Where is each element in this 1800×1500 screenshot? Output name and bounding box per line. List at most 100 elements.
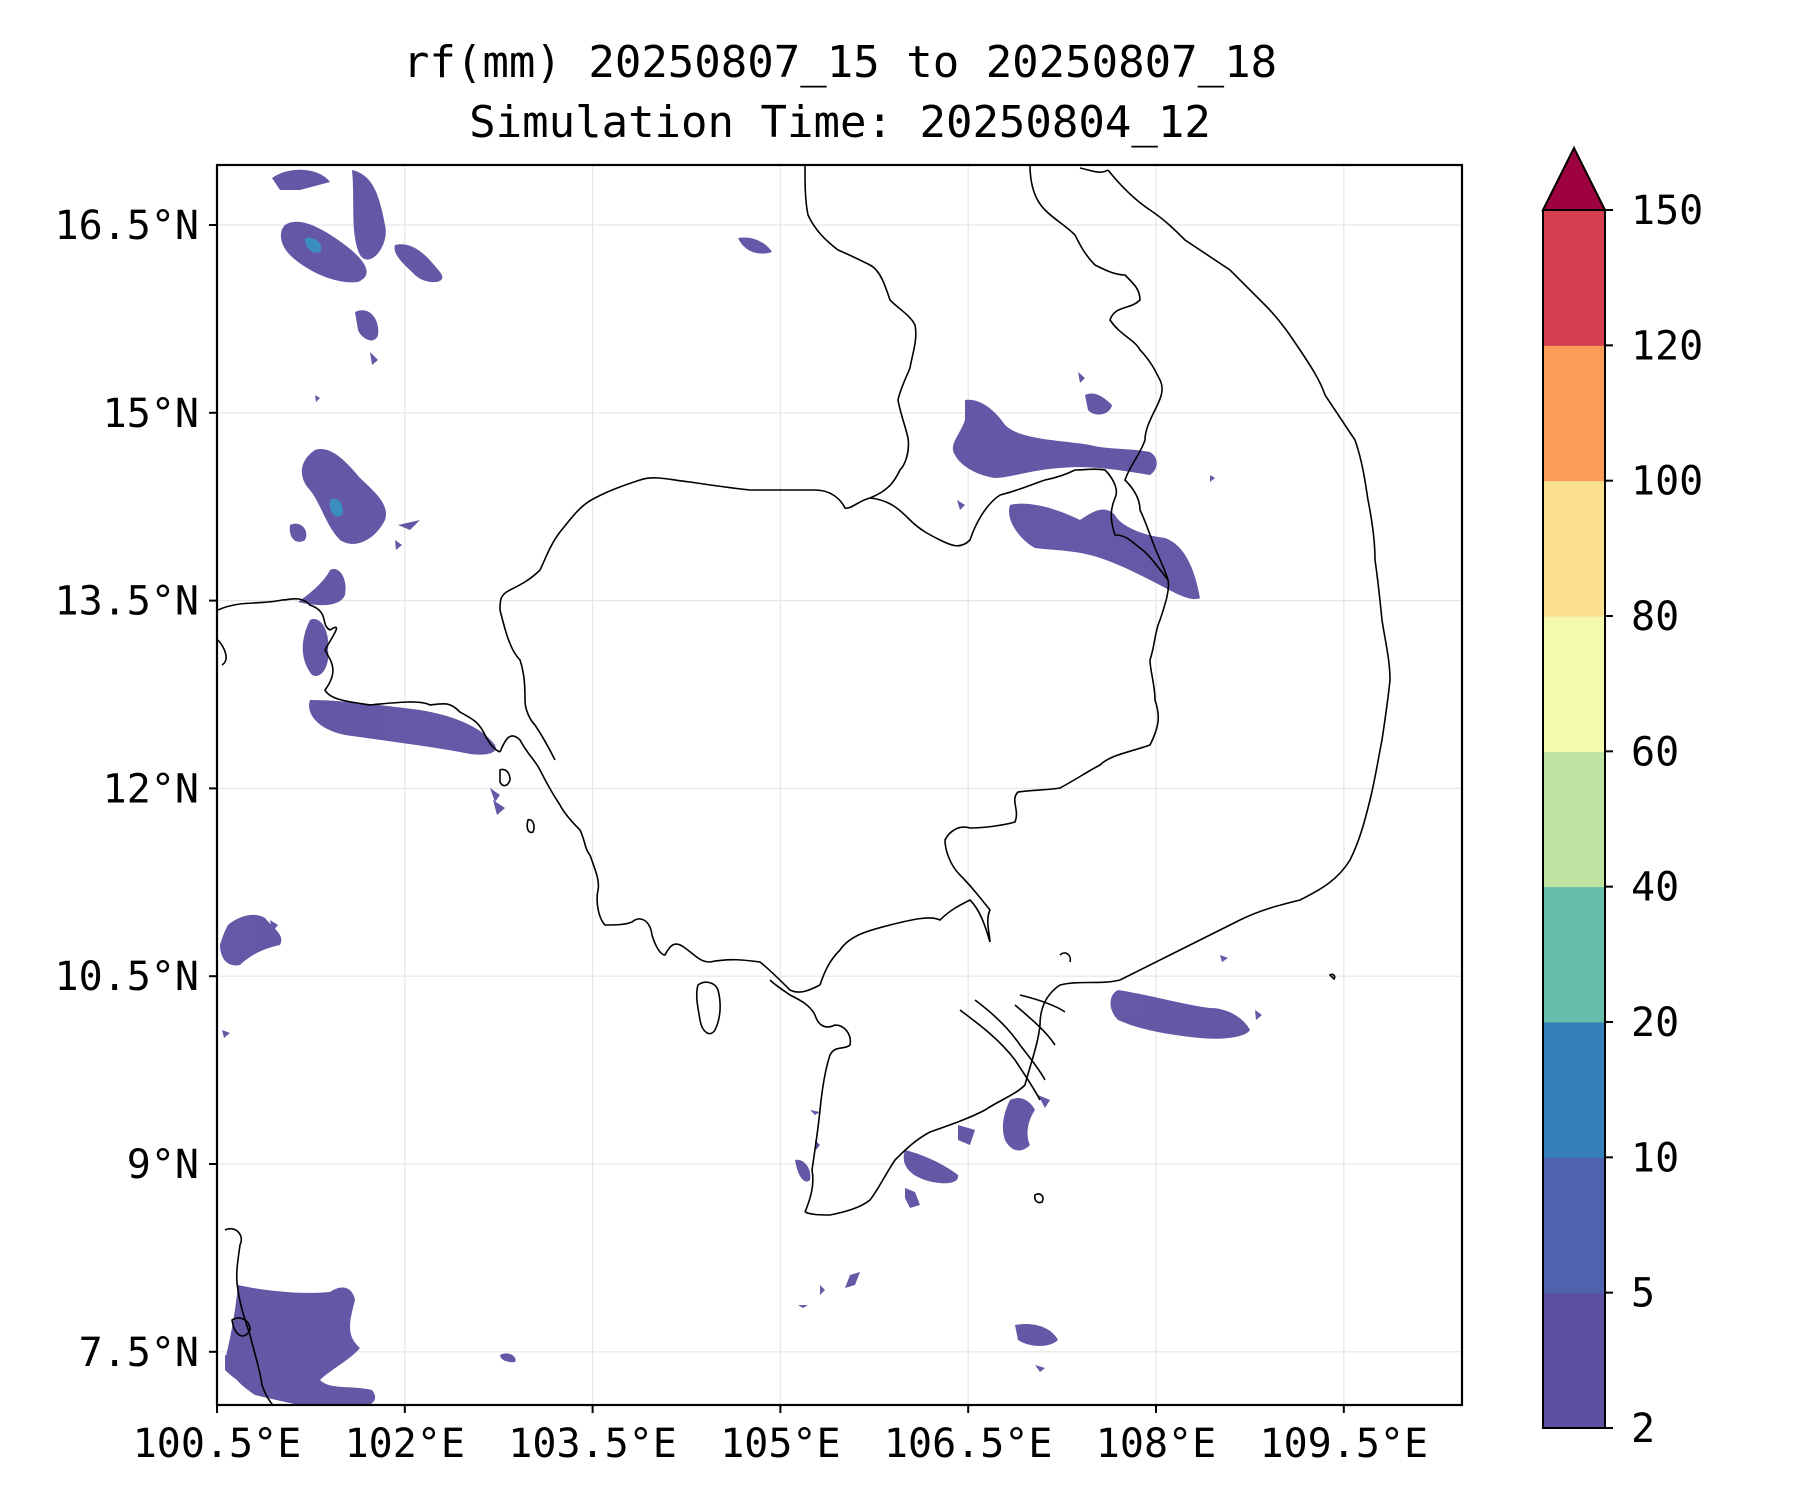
kong-island-small bbox=[526, 818, 535, 834]
colorbar-label: 10 bbox=[1631, 1135, 1679, 1181]
precip-area bbox=[1110, 990, 1250, 1039]
precip-area bbox=[289, 523, 307, 542]
y-tick-label: 10.5°N bbox=[55, 954, 200, 1000]
precip-area bbox=[500, 1353, 516, 1363]
precip-area bbox=[903, 1150, 959, 1184]
cambodia-gulf-coast bbox=[589, 854, 821, 993]
colorbar-segment bbox=[1543, 345, 1605, 482]
y-tick-label: 13.5°N bbox=[55, 579, 200, 625]
precip-area bbox=[845, 1272, 860, 1288]
malay-coast bbox=[224, 1227, 274, 1405]
colorbar-label: 20 bbox=[1631, 1000, 1679, 1046]
precip-area bbox=[1038, 1095, 1050, 1108]
precip-area bbox=[315, 395, 320, 402]
precip-area bbox=[225, 1355, 265, 1387]
mekong-mouth-1 bbox=[959, 1009, 1041, 1101]
precip-area bbox=[280, 221, 367, 283]
colorbar-segment bbox=[1543, 616, 1605, 752]
precip-area bbox=[493, 800, 505, 815]
precip-area bbox=[905, 1188, 920, 1208]
colorbar-segment bbox=[1543, 1157, 1605, 1294]
ca-mau-west-coast bbox=[769, 979, 852, 1213]
map-axes: 100.5°E 102°E 103.5°E 105°E 106.5°E 108°E 109.… bbox=[55, 203, 1429, 1467]
precipitation-layer bbox=[220, 169, 1262, 1405]
x-tick-label: 100.5°E bbox=[133, 1421, 302, 1467]
precip-area bbox=[1009, 503, 1200, 600]
precip-area bbox=[270, 920, 278, 932]
precip-area bbox=[1002, 1098, 1035, 1151]
precip-area bbox=[810, 1110, 820, 1115]
precip-area bbox=[1078, 372, 1085, 383]
precip-area bbox=[272, 169, 330, 190]
vietnam-north-coast bbox=[1079, 167, 1109, 173]
map-gridlines bbox=[216, 165, 1462, 1405]
colorbar-extend-arrow bbox=[1541, 145, 1607, 211]
phuquoc-island bbox=[695, 981, 721, 1035]
x-tick-label: 108°E bbox=[1096, 1421, 1216, 1467]
precip-area-mid bbox=[305, 237, 322, 253]
colorbar-label: 120 bbox=[1631, 323, 1703, 369]
y-tick-label: 12°N bbox=[103, 766, 199, 812]
precip-area-mid bbox=[329, 498, 343, 517]
precip-area bbox=[795, 1159, 811, 1182]
colorbar-frame bbox=[1542, 209, 1606, 1429]
precip-area bbox=[298, 569, 346, 606]
precip-area bbox=[355, 310, 379, 341]
precip-area bbox=[220, 914, 282, 966]
cambodia-north-border bbox=[499, 735, 591, 856]
precip-area bbox=[958, 1125, 975, 1145]
mekong-mouth-3 bbox=[1014, 1004, 1056, 1046]
precip-area bbox=[820, 1285, 825, 1295]
precip-area bbox=[302, 619, 329, 676]
colorbar-segment bbox=[1543, 480, 1605, 617]
colorbar: 2 5 10 20 40 60 80 100 120 150 bbox=[1541, 145, 1703, 1452]
colorbar-segment bbox=[1543, 1292, 1605, 1429]
precip-area bbox=[1085, 393, 1112, 415]
vietnam-south-islands bbox=[1059, 952, 1072, 963]
precip-area bbox=[352, 170, 386, 260]
cambodia-laos-border bbox=[499, 468, 1169, 611]
colorbar-label: 40 bbox=[1631, 865, 1679, 911]
chart-title-line1: rf(mm) 20250807_15 to 20250807_18 bbox=[402, 37, 1278, 88]
x-tick-label: 105°E bbox=[720, 1421, 840, 1467]
cambodia-east-border bbox=[819, 579, 1170, 986]
colorbar-label: 5 bbox=[1631, 1271, 1655, 1317]
precip-area bbox=[957, 500, 965, 510]
laos-vietnam-border bbox=[804, 165, 917, 499]
precip-area bbox=[1255, 1010, 1262, 1020]
colorbar-label: 150 bbox=[1631, 188, 1703, 234]
precip-area bbox=[1210, 475, 1215, 482]
precip-area bbox=[309, 700, 496, 755]
mekong-delta-coast bbox=[804, 979, 1121, 1216]
precip-area bbox=[301, 449, 386, 544]
precip-area bbox=[222, 1030, 230, 1038]
precip-area bbox=[738, 237, 772, 254]
colorbar-segment bbox=[1543, 1022, 1605, 1158]
precip-area bbox=[225, 1285, 376, 1405]
y-tick-label: 16.5°N bbox=[55, 203, 200, 249]
thailand-cambodia-border bbox=[217, 597, 501, 753]
mekong-mouth-2 bbox=[974, 999, 1046, 1081]
precip-area bbox=[490, 788, 500, 802]
x-tick-label: 106.5°E bbox=[884, 1421, 1053, 1467]
chart-title-line2: Simulation Time: 20250804_12 bbox=[469, 97, 1211, 148]
precip-area bbox=[952, 399, 1157, 478]
precip-area bbox=[1220, 955, 1228, 962]
colorbar-segment bbox=[1543, 886, 1605, 1023]
precip-area bbox=[398, 520, 420, 530]
colorbar-label: 60 bbox=[1631, 729, 1679, 775]
colorbar-label: 80 bbox=[1631, 594, 1679, 640]
x-tick-label: 102°E bbox=[345, 1421, 465, 1467]
y-tick-label: 9°N bbox=[127, 1142, 199, 1188]
y-tick-label: 7.5°N bbox=[79, 1330, 199, 1376]
precip-area bbox=[394, 244, 443, 283]
x-tick-label: 103.5°E bbox=[508, 1421, 677, 1467]
vietnam-laos-east-border bbox=[1029, 165, 1169, 581]
colorbar-segment bbox=[1543, 751, 1605, 888]
thailand-coast-gulf bbox=[217, 639, 227, 666]
precip-area bbox=[1015, 1323, 1058, 1346]
mekong-mouth-4 bbox=[1019, 994, 1066, 1013]
precip-area bbox=[395, 540, 402, 550]
condao-island bbox=[1034, 1193, 1044, 1204]
